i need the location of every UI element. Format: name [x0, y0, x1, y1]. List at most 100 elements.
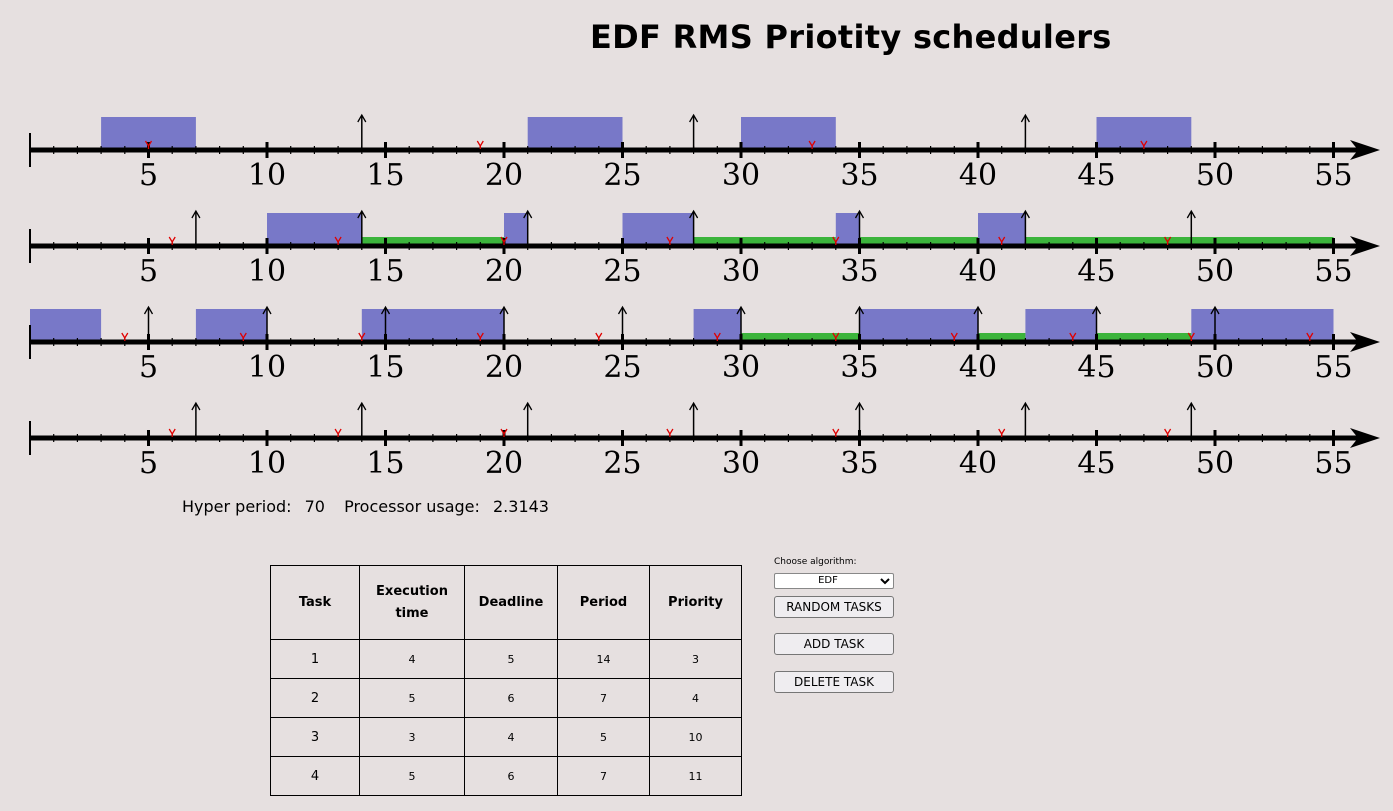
tick-label: 10	[248, 158, 286, 193]
cell-execution-time[interactable]: 5	[359, 678, 465, 718]
tick-label: 45	[1077, 446, 1115, 481]
tick-label: 20	[485, 350, 523, 385]
tick-label: 20	[485, 254, 523, 289]
cell-period[interactable]: 5	[557, 717, 650, 757]
arrival-arrow-head	[617, 305, 628, 315]
tick-label: 35	[840, 254, 878, 289]
cell-execution-time[interactable]: 5	[359, 756, 465, 796]
hyper-period-value: 70	[304, 497, 325, 516]
cell-deadline[interactable]: 4	[464, 717, 558, 757]
exec-block	[195, 309, 267, 342]
controls-panel: Choose algorithm: EDF RANDOM TASKS ADD T…	[774, 557, 894, 693]
exec-block	[504, 213, 528, 246]
tick-label: 40	[959, 350, 997, 385]
arrival-arrow-head	[1020, 113, 1030, 123]
delete-task-button[interactable]: DELETE TASK	[774, 671, 894, 693]
exec-block	[693, 309, 741, 342]
cell-period[interactable]: 14	[557, 639, 650, 679]
axis-arrowhead	[1350, 332, 1380, 352]
tick-label: 30	[722, 158, 760, 193]
tick-label: 55	[1314, 446, 1352, 481]
random-tasks-button[interactable]: RANDOM TASKS	[774, 596, 894, 618]
arrival-arrow-head	[689, 209, 699, 219]
cell-execution-time[interactable]: 4	[359, 639, 465, 679]
cell-period[interactable]: 7	[557, 678, 650, 718]
table-row: 3 3 4 5 10	[270, 717, 742, 757]
tick-label: 35	[840, 350, 878, 385]
algorithm-select[interactable]: EDF	[774, 572, 894, 589]
cell-priority[interactable]: 11	[649, 756, 742, 796]
cell-deadline[interactable]: 6	[464, 756, 558, 796]
algorithm-label: Choose algorithm:	[774, 557, 857, 567]
arrival-arrow-head	[380, 305, 391, 315]
stats-bar: Hyper period: 70 Processor usage: 2.3143	[182, 497, 563, 516]
tick-label: 40	[959, 254, 997, 289]
arrival-arrow-head	[357, 113, 367, 123]
arrival-arrow-head	[1186, 401, 1196, 411]
arrival-arrow-head	[1210, 305, 1220, 315]
arrival-arrow-head	[262, 305, 272, 315]
header-task: Task	[270, 565, 360, 640]
table-row: 2 5 6 7 4	[270, 678, 742, 718]
tick-label: 30	[722, 254, 760, 289]
cell-priority[interactable]: 4	[649, 678, 742, 718]
deadline-marker	[832, 428, 840, 436]
exec-block	[361, 309, 504, 342]
cell-deadline[interactable]: 5	[464, 639, 558, 679]
tick-label: 5	[139, 158, 158, 193]
exec-block	[859, 309, 978, 342]
table-row: 4 5 6 7 11	[270, 756, 742, 796]
tick-label: 15	[366, 254, 404, 289]
arrival-arrow-head	[854, 401, 865, 411]
wait-bar	[741, 333, 860, 342]
cell-priority[interactable]: 10	[649, 717, 742, 757]
deadline-marker	[476, 140, 484, 148]
tick-label: 55	[1314, 350, 1352, 385]
cell-task: 2	[270, 678, 360, 718]
deadline-marker	[334, 428, 342, 436]
exec-block	[30, 309, 102, 342]
tick-label: 15	[366, 446, 404, 481]
table-row: 1 4 5 14 3	[270, 639, 742, 679]
processor-usage-value: 2.3143	[493, 497, 549, 516]
header-priority: Priority	[649, 565, 742, 640]
tick-label: 5	[139, 350, 158, 385]
arrival-arrow-head	[191, 209, 201, 219]
cell-task: 1	[270, 639, 360, 679]
tick-label: 20	[485, 158, 523, 193]
tick-label: 55	[1314, 158, 1352, 193]
arrival-arrow-head	[1020, 209, 1030, 219]
arrival-arrow-head	[357, 209, 367, 219]
wait-bar	[978, 333, 1026, 342]
tick-label: 10	[248, 350, 286, 385]
arrival-arrow-head	[191, 401, 201, 411]
cell-execution-time[interactable]: 3	[359, 717, 465, 757]
tick-label: 55	[1314, 254, 1352, 289]
arrival-arrow-head	[854, 305, 865, 315]
exec-block	[622, 213, 694, 246]
header-deadline: Deadline	[464, 565, 558, 640]
tick-label: 45	[1077, 254, 1115, 289]
add-task-button[interactable]: ADD TASK	[774, 633, 894, 655]
table-header-row: Task Execution time Deadline Period Prio…	[270, 565, 742, 640]
page-title: EDF RMS Priotity schedulers	[590, 18, 1112, 56]
cell-period[interactable]: 7	[557, 756, 650, 796]
exec-block	[835, 213, 860, 246]
arrival-arrow-head	[973, 305, 983, 315]
schedule-timelines: 5 10 15 20 25 30 35 40 45 50 555 10 15 20 25 30 35 40 45 50…	[29, 113, 1380, 481]
tick-label: 45	[1077, 158, 1115, 193]
exec-block	[741, 117, 836, 150]
deadline-marker	[168, 428, 176, 436]
wait-bar	[1025, 237, 1334, 246]
deadline-marker	[595, 332, 603, 340]
tick-label: 40	[959, 158, 997, 193]
tick-label: 50	[1196, 446, 1234, 481]
cell-deadline[interactable]: 6	[464, 678, 558, 718]
wait-bar	[859, 237, 978, 246]
tick-label: 10	[248, 446, 286, 481]
tick-label: 50	[1196, 158, 1234, 193]
tick-label: 15	[366, 350, 404, 385]
exec-block	[267, 213, 362, 246]
wait-bar	[693, 237, 836, 246]
cell-priority[interactable]: 3	[649, 639, 742, 679]
